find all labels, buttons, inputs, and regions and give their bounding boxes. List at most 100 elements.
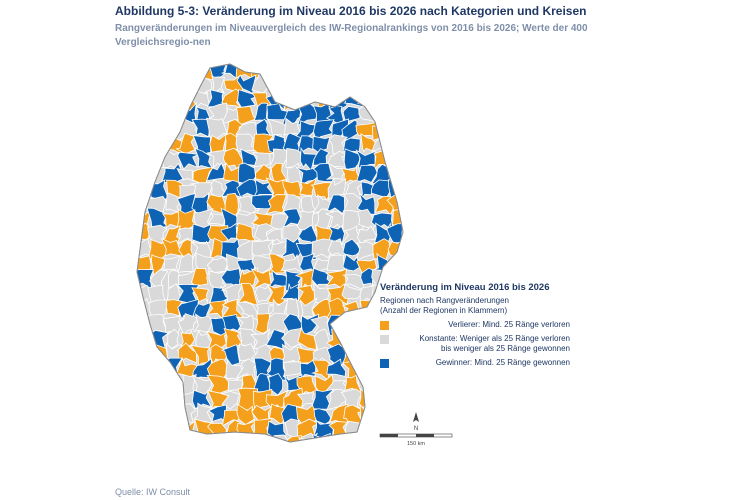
region-polygon xyxy=(343,148,361,171)
region-polygon xyxy=(137,358,154,380)
region-polygon xyxy=(191,267,209,287)
region-polygon xyxy=(147,238,169,260)
region-polygon xyxy=(160,405,183,426)
region-polygon xyxy=(177,151,201,170)
region-polygon xyxy=(343,450,360,457)
region-polygon xyxy=(405,154,415,168)
region-polygon xyxy=(282,361,302,377)
region-polygon xyxy=(404,62,415,77)
scale-and-north: N 150 km xyxy=(379,412,453,447)
region-polygon xyxy=(205,117,228,142)
region-polygon xyxy=(266,420,287,439)
region-polygon xyxy=(147,403,165,425)
region-polygon xyxy=(147,372,164,397)
region-polygon xyxy=(148,453,168,457)
legend-item-loser: Verlierer: Mind. 25 Ränge verloren xyxy=(380,320,570,330)
region-polygon xyxy=(312,135,331,153)
region-polygon xyxy=(358,435,376,442)
region-polygon xyxy=(402,207,403,226)
region-polygon xyxy=(252,435,272,442)
region-polygon xyxy=(296,64,320,79)
region-polygon xyxy=(220,434,242,442)
region-polygon xyxy=(255,164,272,182)
region-polygon xyxy=(148,436,169,442)
region-polygon xyxy=(254,285,272,304)
legend-item-winner: Gewinner: Mind. 25 Ränge gewonnen xyxy=(380,358,570,368)
region-polygon xyxy=(356,192,376,215)
region-polygon xyxy=(343,436,360,442)
region-polygon xyxy=(356,327,380,351)
region-polygon xyxy=(266,312,289,337)
region-polygon xyxy=(406,165,415,183)
region-polygon xyxy=(251,152,271,168)
region-polygon xyxy=(386,223,403,243)
legend-label-constant-2: bis weniger als 25 Ränge gewonnen xyxy=(441,344,570,353)
region-polygon xyxy=(137,179,151,202)
region-polygon xyxy=(313,408,332,425)
region-polygon xyxy=(162,433,185,442)
region-polygon xyxy=(355,164,378,184)
region-polygon xyxy=(211,74,226,96)
region-polygon xyxy=(269,454,288,457)
region-polygon xyxy=(401,74,403,96)
region-polygon xyxy=(270,162,288,186)
region-polygon xyxy=(237,342,256,363)
region-polygon xyxy=(402,105,403,128)
region-polygon xyxy=(375,376,394,397)
region-polygon xyxy=(146,64,170,82)
region-polygon xyxy=(285,449,302,457)
region-polygon xyxy=(161,102,181,126)
region-polygon xyxy=(295,74,318,95)
region-polygon xyxy=(137,327,150,349)
region-polygon xyxy=(151,254,166,276)
region-polygon xyxy=(179,64,197,82)
region-polygon xyxy=(192,166,216,186)
region-polygon xyxy=(342,105,361,122)
region-polygon xyxy=(192,64,214,81)
region-polygon xyxy=(267,434,290,442)
region-polygon xyxy=(161,375,182,396)
region-polygon xyxy=(137,64,152,80)
region-polygon xyxy=(388,152,403,170)
region-polygon xyxy=(205,162,228,182)
region-polygon xyxy=(137,388,153,409)
region-polygon xyxy=(401,135,403,157)
region-polygon xyxy=(179,448,198,457)
region-polygon xyxy=(237,452,259,457)
region-polygon xyxy=(327,176,347,201)
region-polygon xyxy=(386,75,403,91)
source-note: Quelle: IW Consult xyxy=(115,487,191,497)
region-polygon xyxy=(285,64,303,81)
region-polygon xyxy=(150,74,167,97)
region-polygon xyxy=(356,64,380,82)
region-polygon xyxy=(179,433,200,442)
region-polygon xyxy=(175,132,196,155)
region-polygon xyxy=(341,283,364,300)
region-polygon xyxy=(269,403,286,425)
legend-title: Veränderung im Niveau 2016 bis 2026 xyxy=(380,282,550,293)
region-polygon xyxy=(297,327,317,350)
region-polygon xyxy=(191,389,213,410)
region-polygon xyxy=(137,150,155,171)
legend-subtitle-1: Regionen nach Rangveränderungen xyxy=(380,296,509,305)
region-polygon xyxy=(343,314,363,336)
legend-swatch-constant xyxy=(380,335,389,344)
region-polygon xyxy=(137,406,150,424)
region-polygon xyxy=(194,448,213,457)
region-polygon xyxy=(137,346,154,365)
region-polygon xyxy=(360,359,379,379)
region-polygon xyxy=(342,253,362,272)
region-polygon xyxy=(191,223,214,243)
map-legend: Veränderung im Niveau 2016 bis 2026 Regi… xyxy=(380,282,570,368)
region-polygon xyxy=(205,436,229,442)
region-polygon xyxy=(160,237,183,257)
region-polygon xyxy=(405,238,415,256)
legend-swatch-winner xyxy=(380,359,389,368)
region-polygon xyxy=(371,390,394,409)
region-polygon xyxy=(252,133,274,155)
region-polygon xyxy=(387,64,403,81)
region-layer xyxy=(137,62,415,457)
scale-bar xyxy=(379,433,453,438)
region-polygon xyxy=(296,451,313,457)
region-polygon xyxy=(236,403,255,426)
